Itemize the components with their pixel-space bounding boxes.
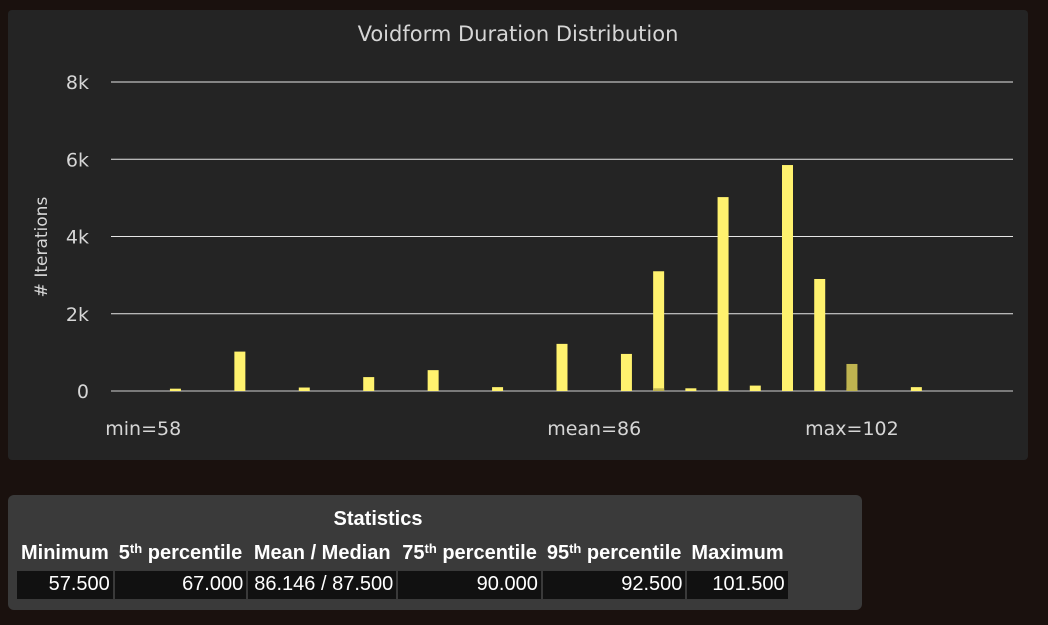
highlighted-histogram-bar[interactable] bbox=[653, 388, 665, 391]
statistics-value-cell: 67.000 bbox=[114, 571, 247, 599]
histogram-bar[interactable] bbox=[298, 387, 310, 391]
statistics-column-header: Mean / Median bbox=[253, 541, 391, 564]
statistics-header-row: Minimum 5th percentile Mean / Median 75th p… bbox=[17, 537, 788, 569]
histogram-bar[interactable] bbox=[717, 197, 729, 391]
histogram-bar[interactable] bbox=[782, 165, 793, 391]
histogram-bar[interactable] bbox=[653, 271, 665, 391]
statistics-column-header: 75th percentile bbox=[402, 541, 537, 564]
highlighted-histogram-bar[interactable] bbox=[846, 363, 858, 391]
chart-title: Voidform Duration Distribution bbox=[358, 22, 679, 46]
statistics-caption: Statistics bbox=[333, 508, 423, 530]
statistics-column-header: 95th percentile bbox=[546, 541, 682, 564]
statistics-table: Minimum 5th percentile Mean / Median 75th p… bbox=[15, 535, 790, 601]
chart-panel: Voidform Duration Distribution 0 2k 4k 6k 8k… bbox=[8, 10, 1028, 460]
x-marker-label: max=102 bbox=[805, 418, 899, 440]
y-tick-label: 4k bbox=[66, 227, 89, 249]
histogram-bar[interactable] bbox=[685, 388, 697, 391]
histogram-bar[interactable] bbox=[556, 343, 568, 391]
x-marker-label: min=58 bbox=[105, 418, 181, 440]
y-tick-label: 6k bbox=[66, 149, 89, 171]
histogram-chart: Voidform Duration Distribution 0 2k 4k 6k 8k… bbox=[32, 22, 1013, 440]
y-tick-label: 8k bbox=[66, 72, 89, 94]
histogram-bar[interactable] bbox=[363, 377, 375, 391]
statistics-panel: Statistics Minimum 5th percentile Mean / M… bbox=[8, 495, 862, 610]
statistics-value-row: 57.500 67.000 86.146 / 87.500 90.000 92.500 1… bbox=[17, 571, 788, 599]
statistics-column-header: Minimum bbox=[21, 541, 109, 564]
statistics-value-cell: 90.000 bbox=[398, 571, 541, 599]
statistics-value-cell: 86.146 / 87.500 bbox=[248, 571, 397, 599]
histogram-bar[interactable] bbox=[620, 353, 632, 391]
histogram-bar[interactable] bbox=[427, 370, 439, 391]
y-axis-title: # Iterations bbox=[32, 197, 52, 298]
statistics-column-header: 5th percentile bbox=[118, 541, 243, 564]
statistics-value-cell: 92.500 bbox=[542, 571, 686, 599]
histogram-bar[interactable] bbox=[910, 387, 922, 391]
histogram-bar[interactable] bbox=[169, 388, 181, 391]
y-tick-label: 2k bbox=[66, 304, 89, 326]
x-marker-label: mean=86 bbox=[547, 418, 641, 440]
statistics-value-cell: 101.500 bbox=[687, 571, 788, 599]
histogram-bar[interactable] bbox=[814, 278, 826, 391]
statistics-value-cell: 57.500 bbox=[17, 571, 113, 599]
histogram-bar[interactable] bbox=[749, 385, 761, 391]
statistics-column-header: Maximum bbox=[691, 541, 784, 564]
y-tick-label: 0 bbox=[77, 381, 89, 403]
histogram-bar[interactable] bbox=[492, 387, 504, 391]
histogram-bar[interactable] bbox=[234, 351, 246, 391]
